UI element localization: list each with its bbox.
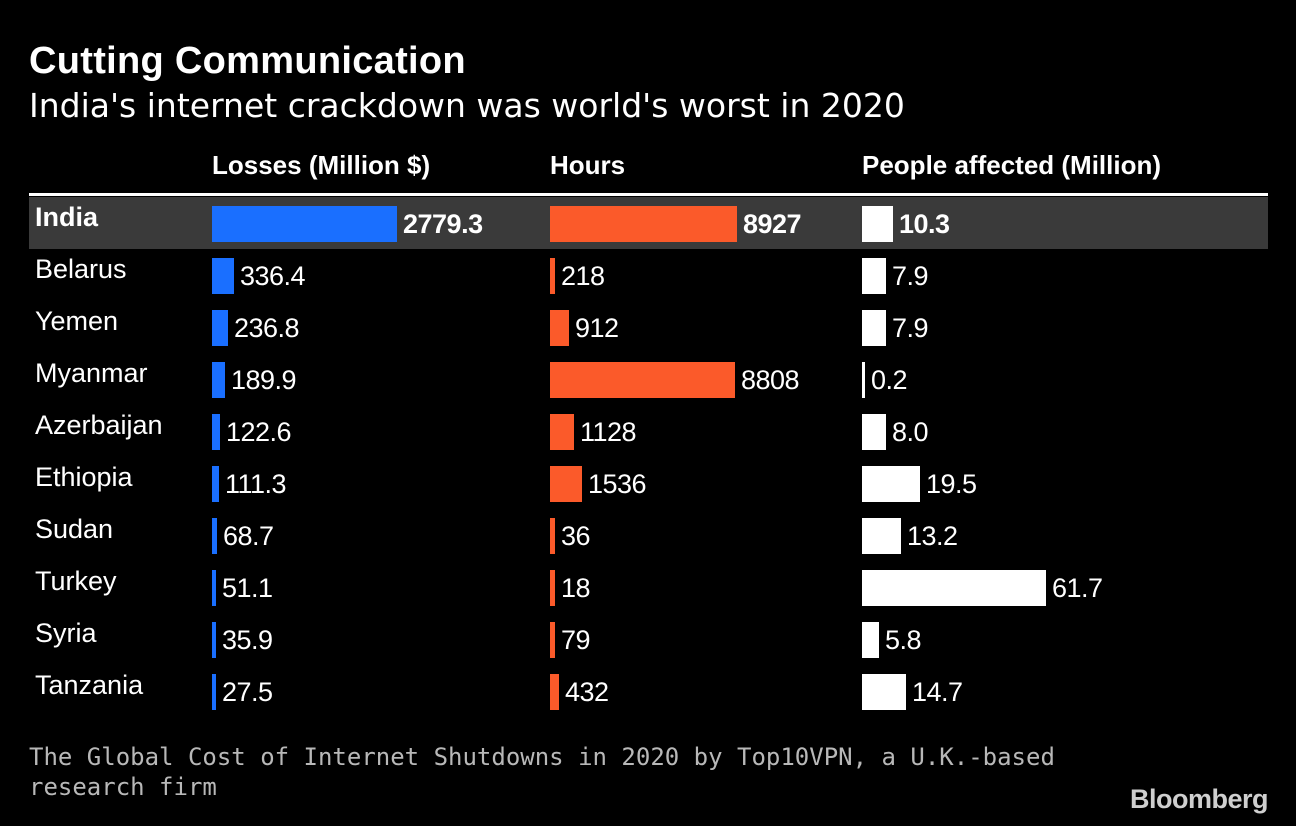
losses-value-label: 68.7 bbox=[223, 521, 274, 551]
people-bar bbox=[862, 362, 865, 398]
header-divider bbox=[29, 193, 1268, 196]
hours-bar bbox=[550, 258, 555, 294]
people-value-label: 13.2 bbox=[907, 521, 958, 551]
losses-bar bbox=[212, 362, 225, 398]
losses-value-label: 2779.3 bbox=[403, 209, 483, 239]
losses-bar bbox=[212, 258, 234, 294]
losses-bar bbox=[212, 674, 216, 710]
losses-value-label: 27.5 bbox=[222, 677, 273, 707]
hours-value-label: 8927 bbox=[743, 209, 802, 239]
chart-title: Cutting Communication bbox=[29, 40, 466, 82]
chart-subtitle: India's internet crackdown was world's w… bbox=[29, 86, 905, 125]
losses-bar bbox=[212, 466, 219, 502]
losses-value-label: 189.9 bbox=[231, 365, 297, 395]
country-label: Sudan bbox=[35, 514, 114, 544]
hours-value-label: 912 bbox=[575, 313, 619, 343]
people-value-label: 19.5 bbox=[926, 469, 977, 499]
losses-bar bbox=[212, 414, 220, 450]
country-label: Turkey bbox=[35, 566, 117, 596]
people-value-label: 10.3 bbox=[899, 209, 950, 239]
hours-bar bbox=[550, 674, 559, 710]
people-bar bbox=[862, 414, 886, 450]
country-label: Syria bbox=[35, 618, 97, 648]
people-bar bbox=[862, 570, 1046, 606]
hours-bar bbox=[550, 310, 569, 346]
people-value-label: 14.7 bbox=[912, 677, 963, 707]
hours-bar bbox=[550, 518, 555, 554]
losses-bar bbox=[212, 310, 228, 346]
hours-value-label: 432 bbox=[565, 677, 609, 707]
people-bar bbox=[862, 258, 886, 294]
losses-bar bbox=[212, 622, 216, 658]
hours-bar bbox=[550, 414, 574, 450]
hours-value-label: 8808 bbox=[741, 365, 800, 395]
table-row: India 2779.3 8927 10.3 bbox=[0, 197, 1296, 249]
hours-value-label: 36 bbox=[561, 521, 591, 551]
table-row: Yemen 236.8 912 7.9 bbox=[0, 301, 1296, 353]
people-bar bbox=[862, 518, 901, 554]
people-column-header: People affected (Million) bbox=[862, 150, 1162, 180]
people-bar bbox=[862, 622, 879, 658]
losses-bar bbox=[212, 570, 216, 606]
people-bar bbox=[862, 466, 920, 502]
people-value-label: 7.9 bbox=[892, 313, 929, 343]
hours-value-label: 18 bbox=[561, 573, 591, 603]
losses-value-label: 336.4 bbox=[240, 261, 306, 291]
losses-column-header: Losses (Million $) bbox=[212, 150, 431, 180]
losses-value-label: 111.3 bbox=[225, 469, 287, 499]
people-value-label: 61.7 bbox=[1052, 573, 1103, 603]
hours-value-label: 79 bbox=[561, 625, 591, 655]
people-value-label: 0.2 bbox=[871, 365, 908, 395]
losses-value-label: 35.9 bbox=[222, 625, 273, 655]
hours-bar bbox=[550, 362, 735, 398]
losses-bar bbox=[212, 206, 397, 242]
people-bar bbox=[862, 674, 906, 710]
country-label: Ethiopia bbox=[35, 462, 133, 492]
losses-value-label: 236.8 bbox=[234, 313, 300, 343]
table-row: Sudan 68.7 36 13.2 bbox=[0, 509, 1296, 561]
losses-bar bbox=[212, 518, 217, 554]
table-row: Azerbaijan 122.6 1128 8.0 bbox=[0, 405, 1296, 457]
losses-value-label: 51.1 bbox=[222, 573, 273, 603]
country-label: Myanmar bbox=[35, 358, 148, 388]
hours-value-label: 218 bbox=[561, 261, 605, 291]
country-label: India bbox=[35, 202, 99, 232]
hours-bar bbox=[550, 466, 582, 502]
hours-bar bbox=[550, 206, 737, 242]
people-bar bbox=[862, 310, 886, 346]
people-value-label: 7.9 bbox=[892, 261, 929, 291]
bloomberg-logo: Bloomberg bbox=[1129, 784, 1269, 814]
table-row: Tanzania 27.5 432 14.7 bbox=[0, 665, 1296, 717]
table-row: Syria 35.9 79 5.8 bbox=[0, 613, 1296, 665]
losses-value-label: 122.6 bbox=[226, 417, 292, 447]
table-row: Myanmar 189.9 8808 0.2 bbox=[0, 353, 1296, 405]
table-row: Belarus 336.4 218 7.9 bbox=[0, 249, 1296, 301]
table-row: Turkey 51.1 18 61.7 bbox=[0, 561, 1296, 613]
people-value-label: 8.0 bbox=[892, 417, 929, 447]
country-label: Belarus bbox=[35, 254, 127, 284]
hours-bar bbox=[550, 622, 555, 658]
country-label: Tanzania bbox=[35, 670, 144, 700]
country-label: Azerbaijan bbox=[35, 410, 163, 440]
people-value-label: 5.8 bbox=[885, 625, 922, 655]
hours-value-label: 1536 bbox=[588, 469, 647, 499]
table-row: Ethiopia 111.3 1536 19.5 bbox=[0, 457, 1296, 509]
country-label: Yemen bbox=[35, 306, 119, 336]
people-bar bbox=[862, 206, 893, 242]
source-note: The Global Cost of Internet Shutdowns in… bbox=[29, 743, 1055, 801]
hours-value-label: 1128 bbox=[580, 417, 637, 447]
hours-column-header: Hours bbox=[550, 150, 626, 180]
hours-bar bbox=[550, 570, 555, 606]
